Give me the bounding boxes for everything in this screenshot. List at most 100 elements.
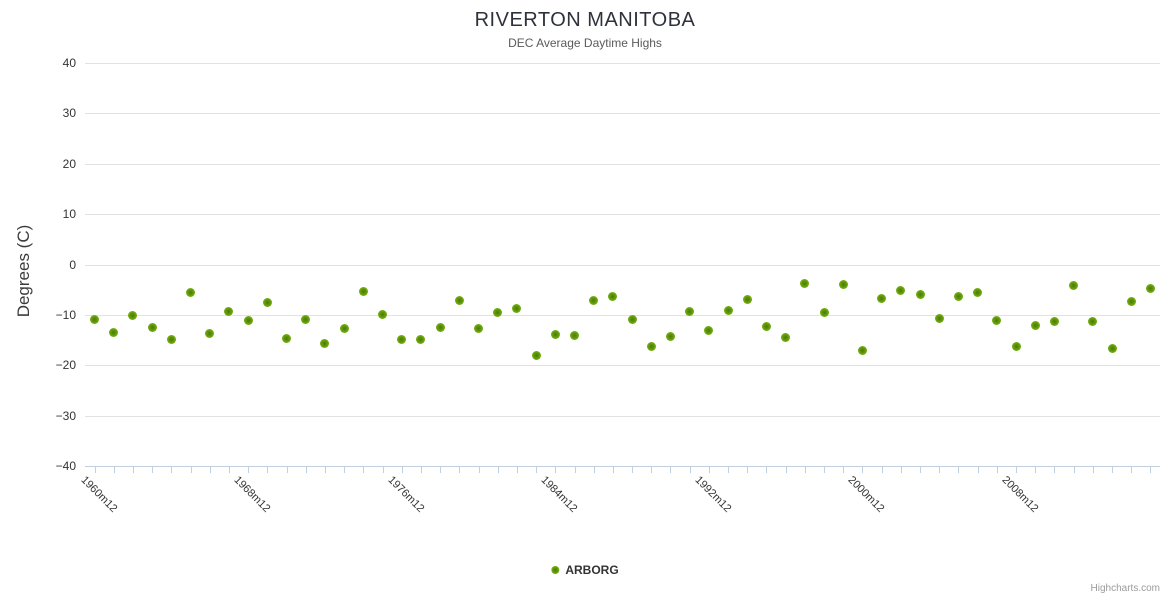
data-point[interactable]	[128, 310, 138, 320]
x-tick	[113, 467, 115, 473]
x-tick	[190, 467, 192, 473]
x-tick	[651, 467, 653, 473]
data-point[interactable]	[665, 331, 675, 341]
data-point[interactable]	[646, 342, 656, 352]
y-axis-label: −10	[55, 307, 76, 322]
data-point[interactable]	[973, 287, 983, 297]
legend-item-arborg[interactable]: ARBORG	[551, 563, 619, 577]
data-point[interactable]	[512, 303, 522, 313]
x-tick	[401, 467, 403, 473]
y-gridline	[85, 314, 1160, 316]
x-tick	[1054, 467, 1056, 473]
data-point[interactable]	[282, 334, 292, 344]
legend-marker-icon	[551, 566, 560, 574]
data-point[interactable]	[857, 345, 867, 355]
x-tick	[939, 467, 941, 473]
data-point[interactable]	[378, 309, 388, 319]
x-tick	[420, 467, 422, 473]
x-tick	[708, 467, 710, 473]
data-point[interactable]	[608, 292, 618, 302]
x-tick	[728, 467, 730, 473]
data-point[interactable]	[704, 326, 714, 336]
data-point[interactable]	[1145, 284, 1155, 294]
data-point[interactable]	[896, 286, 906, 296]
data-point[interactable]	[723, 305, 733, 315]
data-point[interactable]	[493, 307, 503, 317]
x-tick	[1092, 467, 1094, 473]
x-tick	[305, 467, 307, 473]
data-point[interactable]	[992, 315, 1002, 325]
y-axis-label: −30	[55, 408, 76, 423]
x-tick	[632, 467, 634, 473]
x-tick	[363, 467, 365, 473]
data-point[interactable]	[934, 313, 944, 323]
x-tick	[132, 467, 134, 473]
x-tick	[612, 467, 614, 473]
y-axis-label: 10	[62, 207, 76, 222]
data-point[interactable]	[627, 314, 637, 324]
x-tick	[440, 467, 442, 473]
x-axis-label: 2008m12	[999, 474, 1041, 515]
x-tick	[900, 467, 902, 473]
data-point[interactable]	[243, 315, 253, 325]
highcharts-credits-link[interactable]: Highcharts.com	[1090, 583, 1160, 594]
data-point[interactable]	[358, 287, 368, 297]
data-point[interactable]	[435, 322, 445, 332]
data-point[interactable]	[838, 280, 848, 290]
data-point[interactable]	[186, 287, 196, 297]
data-point[interactable]	[1107, 344, 1117, 354]
data-point[interactable]	[877, 294, 887, 304]
x-tick	[785, 467, 787, 473]
y-gridline	[85, 113, 1160, 115]
data-point[interactable]	[262, 298, 272, 308]
data-point[interactable]	[531, 350, 541, 360]
data-point[interactable]	[1049, 316, 1059, 326]
data-point[interactable]	[416, 335, 426, 345]
data-point[interactable]	[109, 327, 119, 337]
data-point[interactable]	[474, 324, 484, 334]
x-tick	[286, 467, 288, 473]
data-point[interactable]	[90, 314, 100, 324]
x-tick	[843, 467, 845, 473]
x-tick	[267, 467, 269, 473]
data-point[interactable]	[147, 322, 157, 332]
data-point[interactable]	[570, 330, 579, 340]
data-point[interactable]	[1011, 342, 1021, 352]
data-point[interactable]	[166, 334, 176, 344]
x-tick	[862, 467, 864, 473]
data-point[interactable]	[1069, 281, 1079, 291]
data-point[interactable]	[320, 339, 330, 349]
data-point[interactable]	[742, 295, 752, 305]
x-axis-label: 1976m12	[385, 474, 427, 515]
y-axis-label: −20	[55, 358, 76, 373]
x-tick	[804, 467, 806, 473]
y-axis-label: −40	[55, 459, 76, 473]
data-point[interactable]	[819, 307, 829, 317]
y-axis-label: 20	[62, 156, 76, 171]
data-point[interactable]	[1030, 320, 1040, 330]
data-point[interactable]	[1126, 297, 1136, 307]
x-tick	[593, 467, 595, 473]
data-point[interactable]	[953, 292, 963, 302]
data-point[interactable]	[800, 278, 810, 288]
data-point[interactable]	[685, 306, 695, 316]
data-point[interactable]	[205, 328, 215, 338]
data-point[interactable]	[397, 335, 407, 345]
data-point[interactable]	[915, 290, 925, 300]
data-point[interactable]	[454, 296, 464, 306]
x-tick	[324, 467, 326, 473]
x-tick	[344, 467, 346, 473]
data-point[interactable]	[224, 306, 234, 316]
data-point[interactable]	[339, 324, 349, 334]
data-point[interactable]	[589, 296, 599, 306]
x-axis-line	[85, 466, 1160, 467]
x-axis-label: 1992m12	[692, 474, 734, 515]
x-tick	[459, 467, 461, 473]
data-point[interactable]	[1088, 316, 1098, 326]
chart-subtitle: DEC Average Daytime Highs	[508, 36, 662, 50]
data-point[interactable]	[301, 315, 311, 325]
y-gridline	[85, 214, 1160, 216]
data-point[interactable]	[761, 321, 771, 331]
data-point[interactable]	[550, 329, 560, 339]
data-point[interactable]	[781, 332, 791, 342]
